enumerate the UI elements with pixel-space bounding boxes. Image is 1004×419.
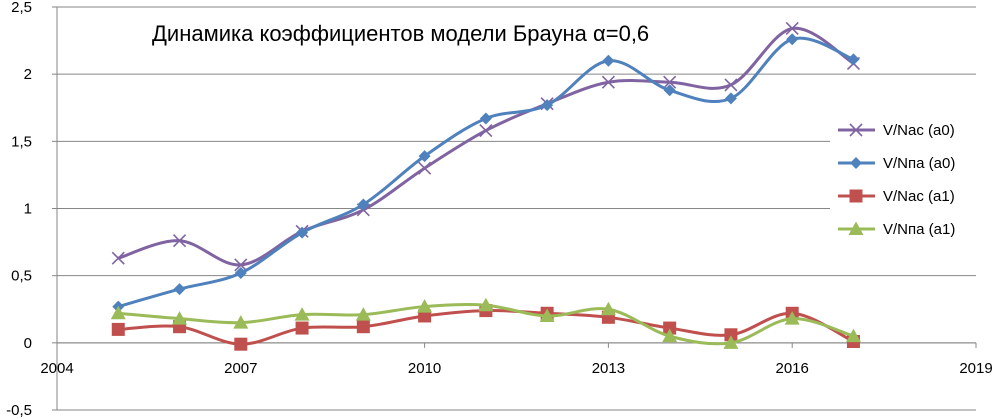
y-tick-label: 2 xyxy=(24,66,32,83)
data-point xyxy=(845,328,861,343)
legend-marker xyxy=(850,157,862,169)
y-tick-label: 2,5 xyxy=(11,0,32,16)
tick-labels: -0,5 0 0,5 1 1,5 2 2,5 2004 2007 2010 2013 2016 2019 xyxy=(6,0,993,419)
series-1 xyxy=(111,21,861,272)
data-point xyxy=(663,75,677,89)
chart-title: Динамика коэффициентов модели Брауна α=0… xyxy=(152,21,649,46)
legend-label: V/Nпа (a0) xyxy=(883,155,955,172)
data-point xyxy=(600,301,616,316)
data-point xyxy=(785,21,799,36)
data-point xyxy=(418,309,432,323)
x-tick-label: 2004 xyxy=(40,360,73,377)
data-point xyxy=(295,321,309,335)
data-point xyxy=(478,297,494,312)
y-tick-label: 1 xyxy=(24,201,32,218)
series-2 xyxy=(112,33,860,313)
data-point xyxy=(356,320,370,334)
legend-entry: V/Nпа (a0) xyxy=(838,155,955,172)
data-point xyxy=(172,234,187,248)
data-point xyxy=(173,283,186,296)
legend-marker xyxy=(849,189,863,203)
grid-lines xyxy=(57,6,976,411)
series-4 xyxy=(110,297,861,349)
data-point xyxy=(601,75,615,89)
data-point xyxy=(294,307,310,321)
legend-marker xyxy=(849,123,863,137)
data-point xyxy=(539,308,555,322)
series-line xyxy=(117,36,855,309)
legend-marker xyxy=(848,221,864,235)
y-tick-label: -0,5 xyxy=(6,402,32,419)
x-tick-label: 2019 xyxy=(959,360,992,377)
x-tick-label: 2016 xyxy=(776,360,809,377)
data-point xyxy=(662,328,678,343)
x-tick-label: 2007 xyxy=(224,360,257,377)
legend-entry: V/Nac (a0) xyxy=(838,122,955,139)
data-point xyxy=(111,251,125,265)
legend-label: V/Nпа (a1) xyxy=(883,221,955,238)
data-point xyxy=(172,311,188,325)
data-point xyxy=(111,322,125,336)
data-point xyxy=(541,99,554,112)
data-point xyxy=(234,337,248,351)
data-point xyxy=(296,226,309,239)
data-point xyxy=(479,112,492,125)
data-point xyxy=(234,258,248,272)
data-point xyxy=(357,198,370,211)
data-point xyxy=(784,311,800,325)
data-point xyxy=(786,33,799,46)
y-tick-label: 0 xyxy=(24,335,32,352)
data-point xyxy=(724,78,738,92)
data-point xyxy=(724,328,738,342)
data-point xyxy=(355,307,371,321)
data-point xyxy=(418,161,432,175)
y-tick-label: 0,5 xyxy=(11,268,32,285)
data-point xyxy=(602,54,615,67)
legend-entry: V/Nпа (a1) xyxy=(838,221,955,238)
data-point xyxy=(234,266,247,279)
legend-label: V/Nac (a0) xyxy=(883,122,955,139)
data-point xyxy=(724,92,737,105)
legend-label: V/Nac (a1) xyxy=(883,188,955,205)
data-point xyxy=(723,335,739,349)
series-line xyxy=(117,26,855,267)
data-point xyxy=(663,84,676,97)
legend-entry: V/Nac (a1) xyxy=(838,188,955,205)
data-point xyxy=(418,150,431,163)
data-point xyxy=(847,53,860,66)
data-point xyxy=(663,321,677,335)
axes xyxy=(52,6,977,411)
data-point xyxy=(233,315,249,329)
data-point xyxy=(110,305,126,320)
x-tick-label: 2013 xyxy=(592,360,625,377)
data-point xyxy=(417,299,433,313)
y-tick-label: 1,5 xyxy=(11,133,32,150)
series-lines xyxy=(110,21,861,351)
legend: V/Nac (a0) V/Nпа (a0) V/Nac (a1) V/Nпа (a1) xyxy=(838,122,955,238)
data-point xyxy=(479,124,493,138)
x-tick-label: 2010 xyxy=(408,360,441,377)
